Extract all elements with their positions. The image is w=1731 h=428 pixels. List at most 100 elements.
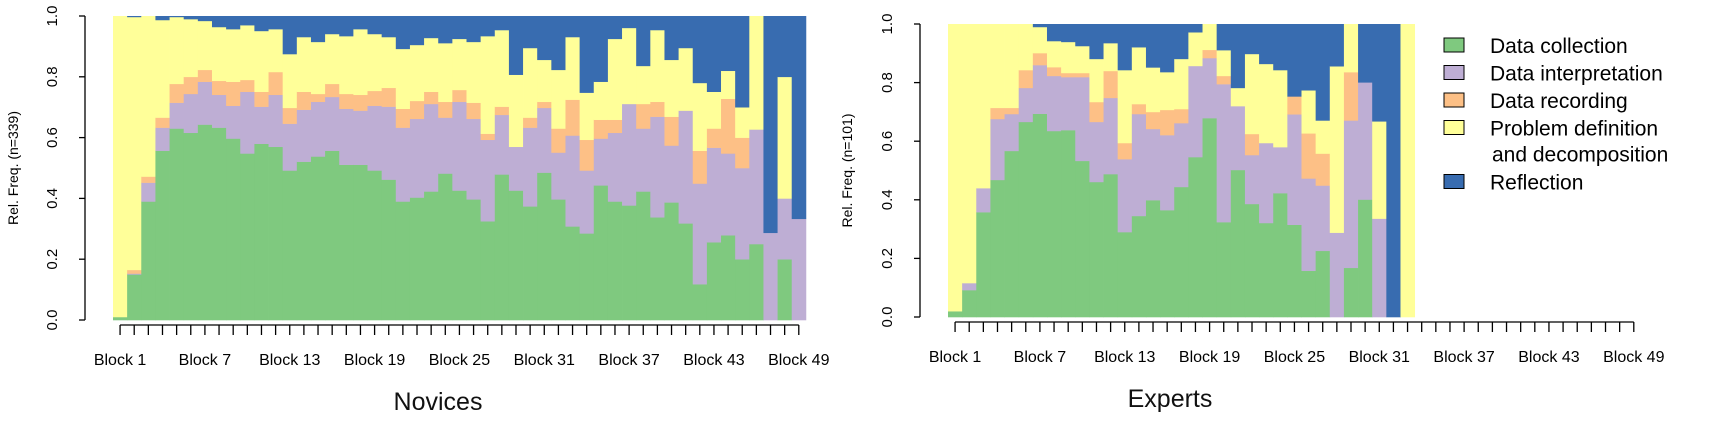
bar-segment [282, 54, 298, 109]
bar-segment [735, 168, 750, 260]
bar-segment [381, 36, 397, 89]
bar-segment [466, 16, 482, 43]
bar-segment [650, 29, 665, 103]
bar-segment [721, 16, 736, 72]
bar-segment [1188, 65, 1203, 158]
bar-segment [169, 102, 185, 129]
bar-segment [721, 235, 736, 321]
bar-segment [1004, 24, 1020, 109]
bar-segment [1061, 77, 1076, 131]
bar-segment [1061, 24, 1076, 43]
bar-segment [607, 38, 623, 120]
bar-segment [1244, 133, 1260, 156]
bar-segment [325, 150, 340, 321]
bar-segment [976, 212, 991, 318]
bar-segment [1061, 41, 1076, 74]
x-tick-label: Block 19 [344, 352, 405, 369]
bar-segment [310, 93, 326, 103]
bar-segment [155, 127, 170, 151]
bar-segment [1329, 66, 1345, 233]
bar-segment [353, 164, 368, 321]
bar-segment [508, 146, 524, 191]
y-tick-label: 0.6 [879, 131, 896, 152]
bar-segment [579, 233, 595, 321]
bar-segment [452, 101, 467, 191]
bar-segment [607, 119, 623, 134]
bar-segment [1131, 113, 1147, 217]
bar-segment [367, 33, 383, 92]
bar-segment [268, 94, 284, 148]
bar-segment [424, 91, 439, 105]
legend-swatch [1443, 65, 1465, 80]
bar-segment [1160, 24, 1175, 73]
bar-segment [254, 16, 269, 32]
x-tick-label: Block 37 [1433, 349, 1494, 366]
x-tick-label: Block 13 [1094, 349, 1155, 366]
bar-segment [692, 16, 708, 84]
y-tick-label: 1.0 [44, 6, 61, 27]
bar-segment [1400, 24, 1416, 318]
legend-item: Data recording [1443, 90, 1628, 113]
bar-segment [1131, 24, 1147, 48]
bar-segment [1372, 121, 1387, 219]
bar-segment [579, 139, 595, 171]
bar-segment [1145, 67, 1161, 113]
bar-segment [777, 16, 793, 78]
bar-segment [1075, 160, 1090, 318]
x-tick-label: Block 43 [683, 352, 744, 369]
bar-segment [1117, 24, 1133, 71]
bar-segment [1287, 24, 1302, 97]
bar-segment [523, 16, 538, 49]
bar-segment [353, 29, 368, 96]
bar-segment [127, 16, 142, 18]
bar-segment [367, 170, 383, 321]
bar-segment [155, 19, 170, 118]
legend-label: and decomposition [1492, 144, 1668, 167]
bar-segment [1358, 82, 1373, 200]
bar-segment [254, 30, 269, 92]
bar-segment [948, 311, 963, 318]
bar-segment [565, 135, 581, 227]
legend-item: Data interpretation [1443, 63, 1663, 86]
bar-segment [692, 284, 708, 321]
bar-segment [777, 198, 793, 260]
bar-segment [523, 47, 538, 118]
bar-segment [409, 118, 425, 198]
legend-item: Reflection [1443, 172, 1583, 195]
bar-segment [1230, 106, 1246, 171]
bar-segment [523, 117, 538, 128]
bar-segment [551, 16, 566, 71]
bar-segment [1103, 24, 1119, 44]
legend-swatch [1443, 92, 1465, 108]
bar-segment [1160, 135, 1175, 211]
bar-segment [1188, 24, 1203, 33]
bar-segment [1131, 47, 1147, 105]
bar-segment [1301, 24, 1317, 91]
bar-segment [381, 179, 397, 321]
bar-segment [466, 41, 482, 103]
bar-segment [1046, 67, 1062, 77]
bar-segment [268, 146, 284, 321]
x-tick-label: Block 25 [1264, 349, 1325, 366]
bar-segment [962, 24, 977, 284]
bar-segment [551, 128, 566, 153]
bar-segment [310, 41, 326, 95]
bar-segment [650, 101, 665, 117]
bar-segment [579, 16, 595, 93]
bar-segment [141, 16, 156, 177]
bar-segment [240, 91, 255, 154]
bar-segment [183, 16, 199, 20]
bar-segment [169, 83, 185, 103]
bar-segment [1174, 108, 1189, 124]
y-tick-label: 0.8 [44, 66, 61, 87]
y-axis-label: Rel. Freq. (n=101) [839, 114, 855, 228]
bar-segment [537, 101, 552, 109]
legend-label: Data recording [1490, 90, 1628, 113]
bar-segment [664, 202, 679, 321]
x-tick-label: Block 19 [1179, 349, 1240, 366]
bar-segment [325, 33, 340, 85]
bar-segment [438, 101, 453, 118]
bar-segment [141, 176, 156, 183]
bar-segment [1372, 24, 1387, 122]
bar-segment [664, 116, 679, 146]
